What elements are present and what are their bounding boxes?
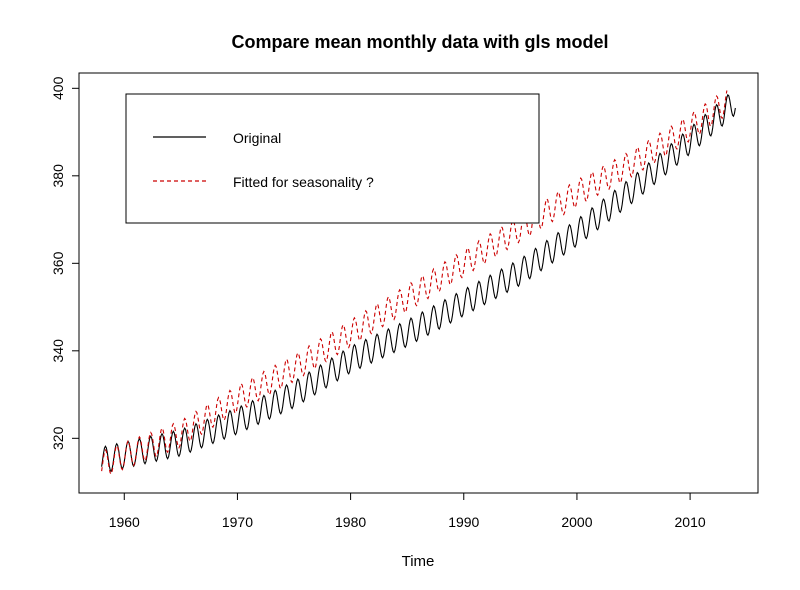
legend: Original Fitted for seasonality ? [125, 93, 540, 224]
chart-title: Compare mean monthly data with gls model [231, 32, 608, 52]
x-tick-label: 1990 [448, 514, 479, 530]
x-tick-label: 1970 [222, 514, 253, 530]
y-tick-label: 400 [50, 76, 66, 100]
series-layer [101, 90, 736, 476]
x-tick-label: 1980 [335, 514, 366, 530]
x-tick-label: 1960 [109, 514, 140, 530]
legend-box [125, 93, 540, 224]
legend-label-original: Original [233, 130, 281, 146]
y-tick-label: 380 [50, 164, 66, 188]
x-axis: 1960 1970 1980 1990 2000 2010 [109, 492, 706, 530]
y-tick-label: 360 [50, 251, 66, 275]
series-line-fitted [101, 90, 728, 476]
y-axis: 320 340 360 380 400 [50, 76, 80, 450]
y-tick-label: 320 [50, 426, 66, 450]
x-axis-label: Time [402, 553, 435, 570]
y-tick-label: 340 [50, 339, 66, 363]
x-tick-label: 2010 [675, 514, 706, 530]
x-tick-label: 2000 [561, 514, 592, 530]
legend-label-fitted: Fitted for seasonality ? [233, 174, 374, 190]
series-line-original [101, 93, 736, 473]
